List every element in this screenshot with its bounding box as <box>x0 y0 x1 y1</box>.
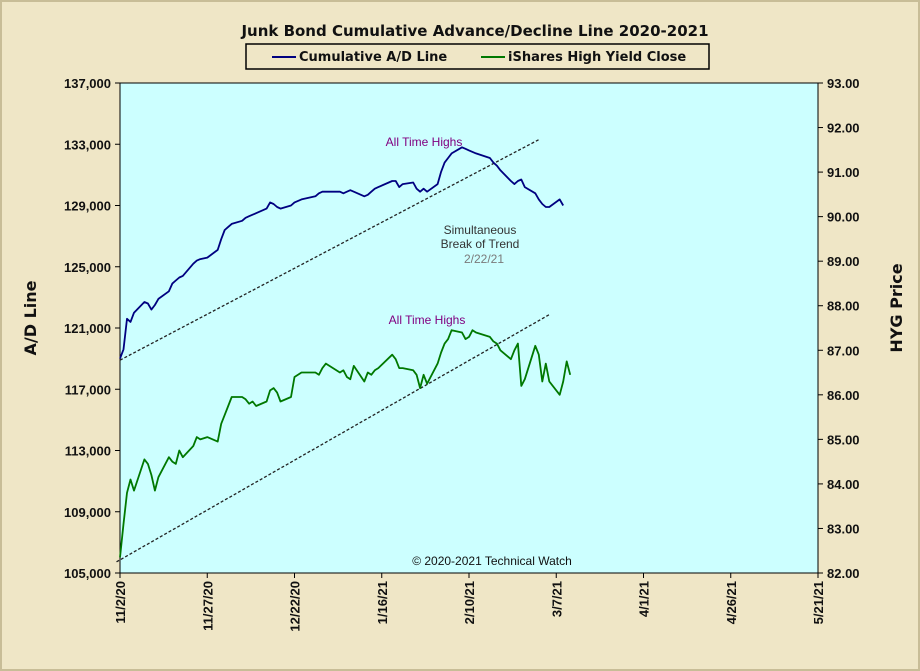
y-right-tick-label: 84.00 <box>827 477 860 492</box>
y-right-tick-label: 86.00 <box>827 388 860 403</box>
legend-label-hyg: iShares High Yield Close <box>508 50 686 65</box>
copyright-text: © 2020-2021 Technical Watch <box>412 554 572 568</box>
x-tick-label: 11/2/20 <box>113 581 128 624</box>
x-tick-label: 4/26/21 <box>724 581 739 624</box>
x-tick-label: 3/7/21 <box>549 581 564 617</box>
x-tick-label: 2/10/21 <box>462 581 477 624</box>
y-right-tick-label: 83.00 <box>827 521 860 536</box>
chart-title: Junk Bond Cumulative Advance/Decline Lin… <box>240 22 708 40</box>
y-right-tick-label: 90.00 <box>827 210 860 225</box>
x-tick-label: 12/22/20 <box>288 581 303 632</box>
x-tick-label: 4/1/21 <box>637 581 652 617</box>
legend: Cumulative A/D Line iShares High Yield C… <box>245 43 710 70</box>
y-left-tick-label: 137,000 <box>64 76 111 91</box>
y-right-tick-label: 93.00 <box>827 76 860 91</box>
y-right-tick-label: 85.00 <box>827 432 860 447</box>
y-right-tick-label: 89.00 <box>827 254 860 269</box>
series-line-hyg <box>119 329 572 558</box>
plot-area <box>119 82 819 574</box>
x-axis: 11/2/20 11/27/20 12/22/20 1/16/21 2/10/21 3/7… <box>113 573 826 632</box>
annotation-ath-ad: All Time Highs <box>386 135 463 149</box>
legend-label-ad: Cumulative A/D Line <box>299 50 447 65</box>
annotation-break-of-trend: Break of Trend <box>441 237 520 251</box>
annotation-ath-hyg: All Time Highs <box>389 313 466 327</box>
legend-box <box>245 43 710 70</box>
y-left-tick-label: 129,000 <box>64 199 111 214</box>
x-tick-label: 1/16/21 <box>375 581 390 624</box>
trendlines <box>116 139 550 563</box>
x-tick-label: 5/21/21 <box>811 581 826 624</box>
y-left-axis: 137,000 133,000 129,000 125,000 121,000 117,0… <box>64 76 120 581</box>
annotation-break-date: 2/22/21 <box>464 252 504 266</box>
y-right-tick-label: 92.00 <box>827 121 860 136</box>
y-left-tick-label: 133,000 <box>64 137 111 152</box>
y-right-tick-label: 82.00 <box>827 566 860 581</box>
y-right-tick-label: 91.00 <box>827 165 860 180</box>
y-right-axis: 93.00 92.00 91.00 90.00 89.00 88.00 87.00 86.00… <box>818 76 860 581</box>
y-left-tick-label: 121,000 <box>64 321 111 336</box>
y-left-tick-label: 117,000 <box>65 382 111 397</box>
x-tick-label: 11/27/20 <box>200 581 215 631</box>
y-right-tick-label: 88.00 <box>827 299 860 314</box>
annotation-simultaneous: Simultaneous <box>444 223 517 237</box>
y-left-tick-label: 109,000 <box>64 505 111 520</box>
y-right-axis-label: HYG Price <box>887 263 906 352</box>
y-left-tick-label: 105,000 <box>64 566 111 581</box>
trendline-hyg <box>116 314 550 563</box>
y-left-tick-label: 113,000 <box>65 444 111 459</box>
series-line-ad <box>119 146 564 359</box>
trendline-ad <box>119 139 540 361</box>
y-left-tick-label: 125,000 <box>64 260 111 275</box>
y-right-tick-label: 87.00 <box>827 343 860 358</box>
series-group <box>119 146 572 558</box>
y-left-axis-label: A/D Line <box>21 280 40 355</box>
